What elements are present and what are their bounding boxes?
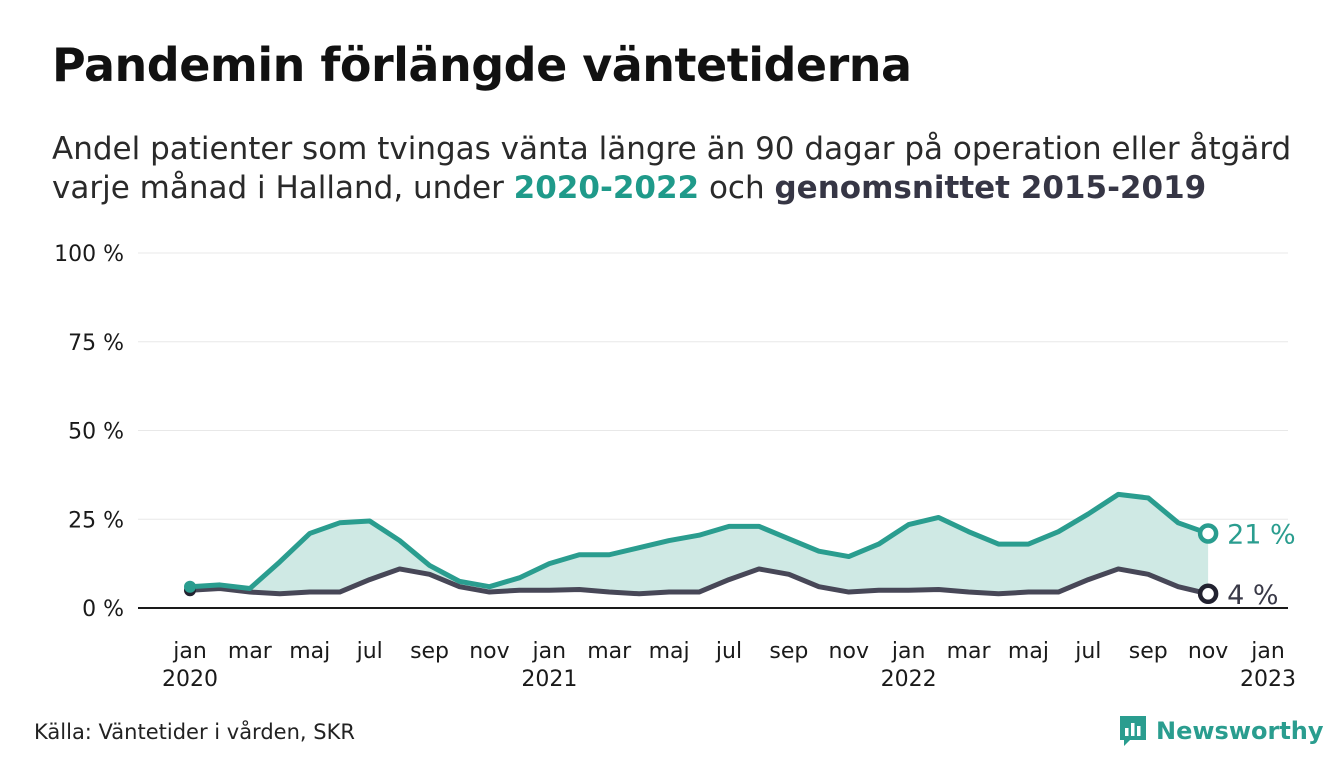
x-tick-label: maj (289, 639, 330, 664)
series-end-label: 4 % (1227, 580, 1278, 611)
series-line-average (187, 566, 1211, 597)
x-tick-label: sep (769, 639, 808, 664)
x-tick-label: nov (829, 639, 869, 664)
subtitle-prefix: varje månad i Halland, under (52, 170, 514, 206)
y-tick-label: 50 % (68, 420, 124, 445)
series-end-marker (1197, 583, 1219, 605)
series-end-label: 21 % (1227, 519, 1296, 550)
x-tick-label: sep (410, 639, 449, 664)
source-note: Källa: Väntetider i vården, SKR (34, 720, 355, 744)
series-start-dot (184, 580, 196, 593)
x-tick-label: jan (532, 639, 567, 664)
brand-name: Newsworthy (1156, 717, 1324, 745)
subtitle-highlight-2020-2022: 2020-2022 (513, 170, 700, 206)
x-tick-year-label: 2021 (521, 667, 577, 692)
chart-subtitle: Andel patienter som tvingas vänta längre… (52, 130, 1340, 208)
newsworthy-logo-icon (1120, 716, 1146, 746)
x-tick-label: mar (947, 639, 992, 664)
x-tick-label: nov (1188, 639, 1228, 664)
x-tick-year-label: 2023 (1240, 667, 1296, 692)
subtitle-highlight-average: genomsnittet 2015-2019 (774, 170, 1207, 206)
x-tick-label: sep (1129, 639, 1168, 664)
y-tick-label: 25 % (68, 508, 124, 533)
x-tick-year-label: 2020 (162, 667, 218, 692)
x-tick-label: jul (1074, 639, 1101, 664)
x-tick-label: jul (715, 639, 742, 664)
x-tick-label: jan (1250, 639, 1285, 664)
x-tick-label: nov (469, 639, 509, 664)
x-tick-label: maj (1008, 639, 1049, 664)
y-tick-label: 75 % (68, 331, 124, 356)
chart-title: Pandemin förlängde väntetiderna (52, 38, 912, 92)
x-tick-label: mar (228, 639, 273, 664)
x-tick-label: maj (649, 639, 690, 664)
x-tick-label: jan (172, 639, 207, 664)
x-tick-label: jan (891, 639, 926, 664)
x-tick-label: mar (587, 639, 632, 664)
subtitle-line-1: Andel patienter som tvingas vänta längre… (52, 131, 1292, 167)
brand-logo: Newsworthy (1118, 714, 1324, 748)
y-tick-label: 100 % (54, 242, 124, 267)
subtitle-mid: och (699, 170, 775, 206)
x-tick-year-label: 2022 (881, 667, 937, 692)
series-line-2020-2022 (187, 491, 1211, 591)
series-end-marker (1197, 523, 1219, 544)
subtitle-line-2: varje månad i Halland, under 2020-2022 o… (52, 169, 1340, 208)
y-tick-label: 0 % (82, 597, 124, 622)
x-tick-label: jul (356, 639, 383, 664)
fill-between-area (190, 494, 1209, 594)
